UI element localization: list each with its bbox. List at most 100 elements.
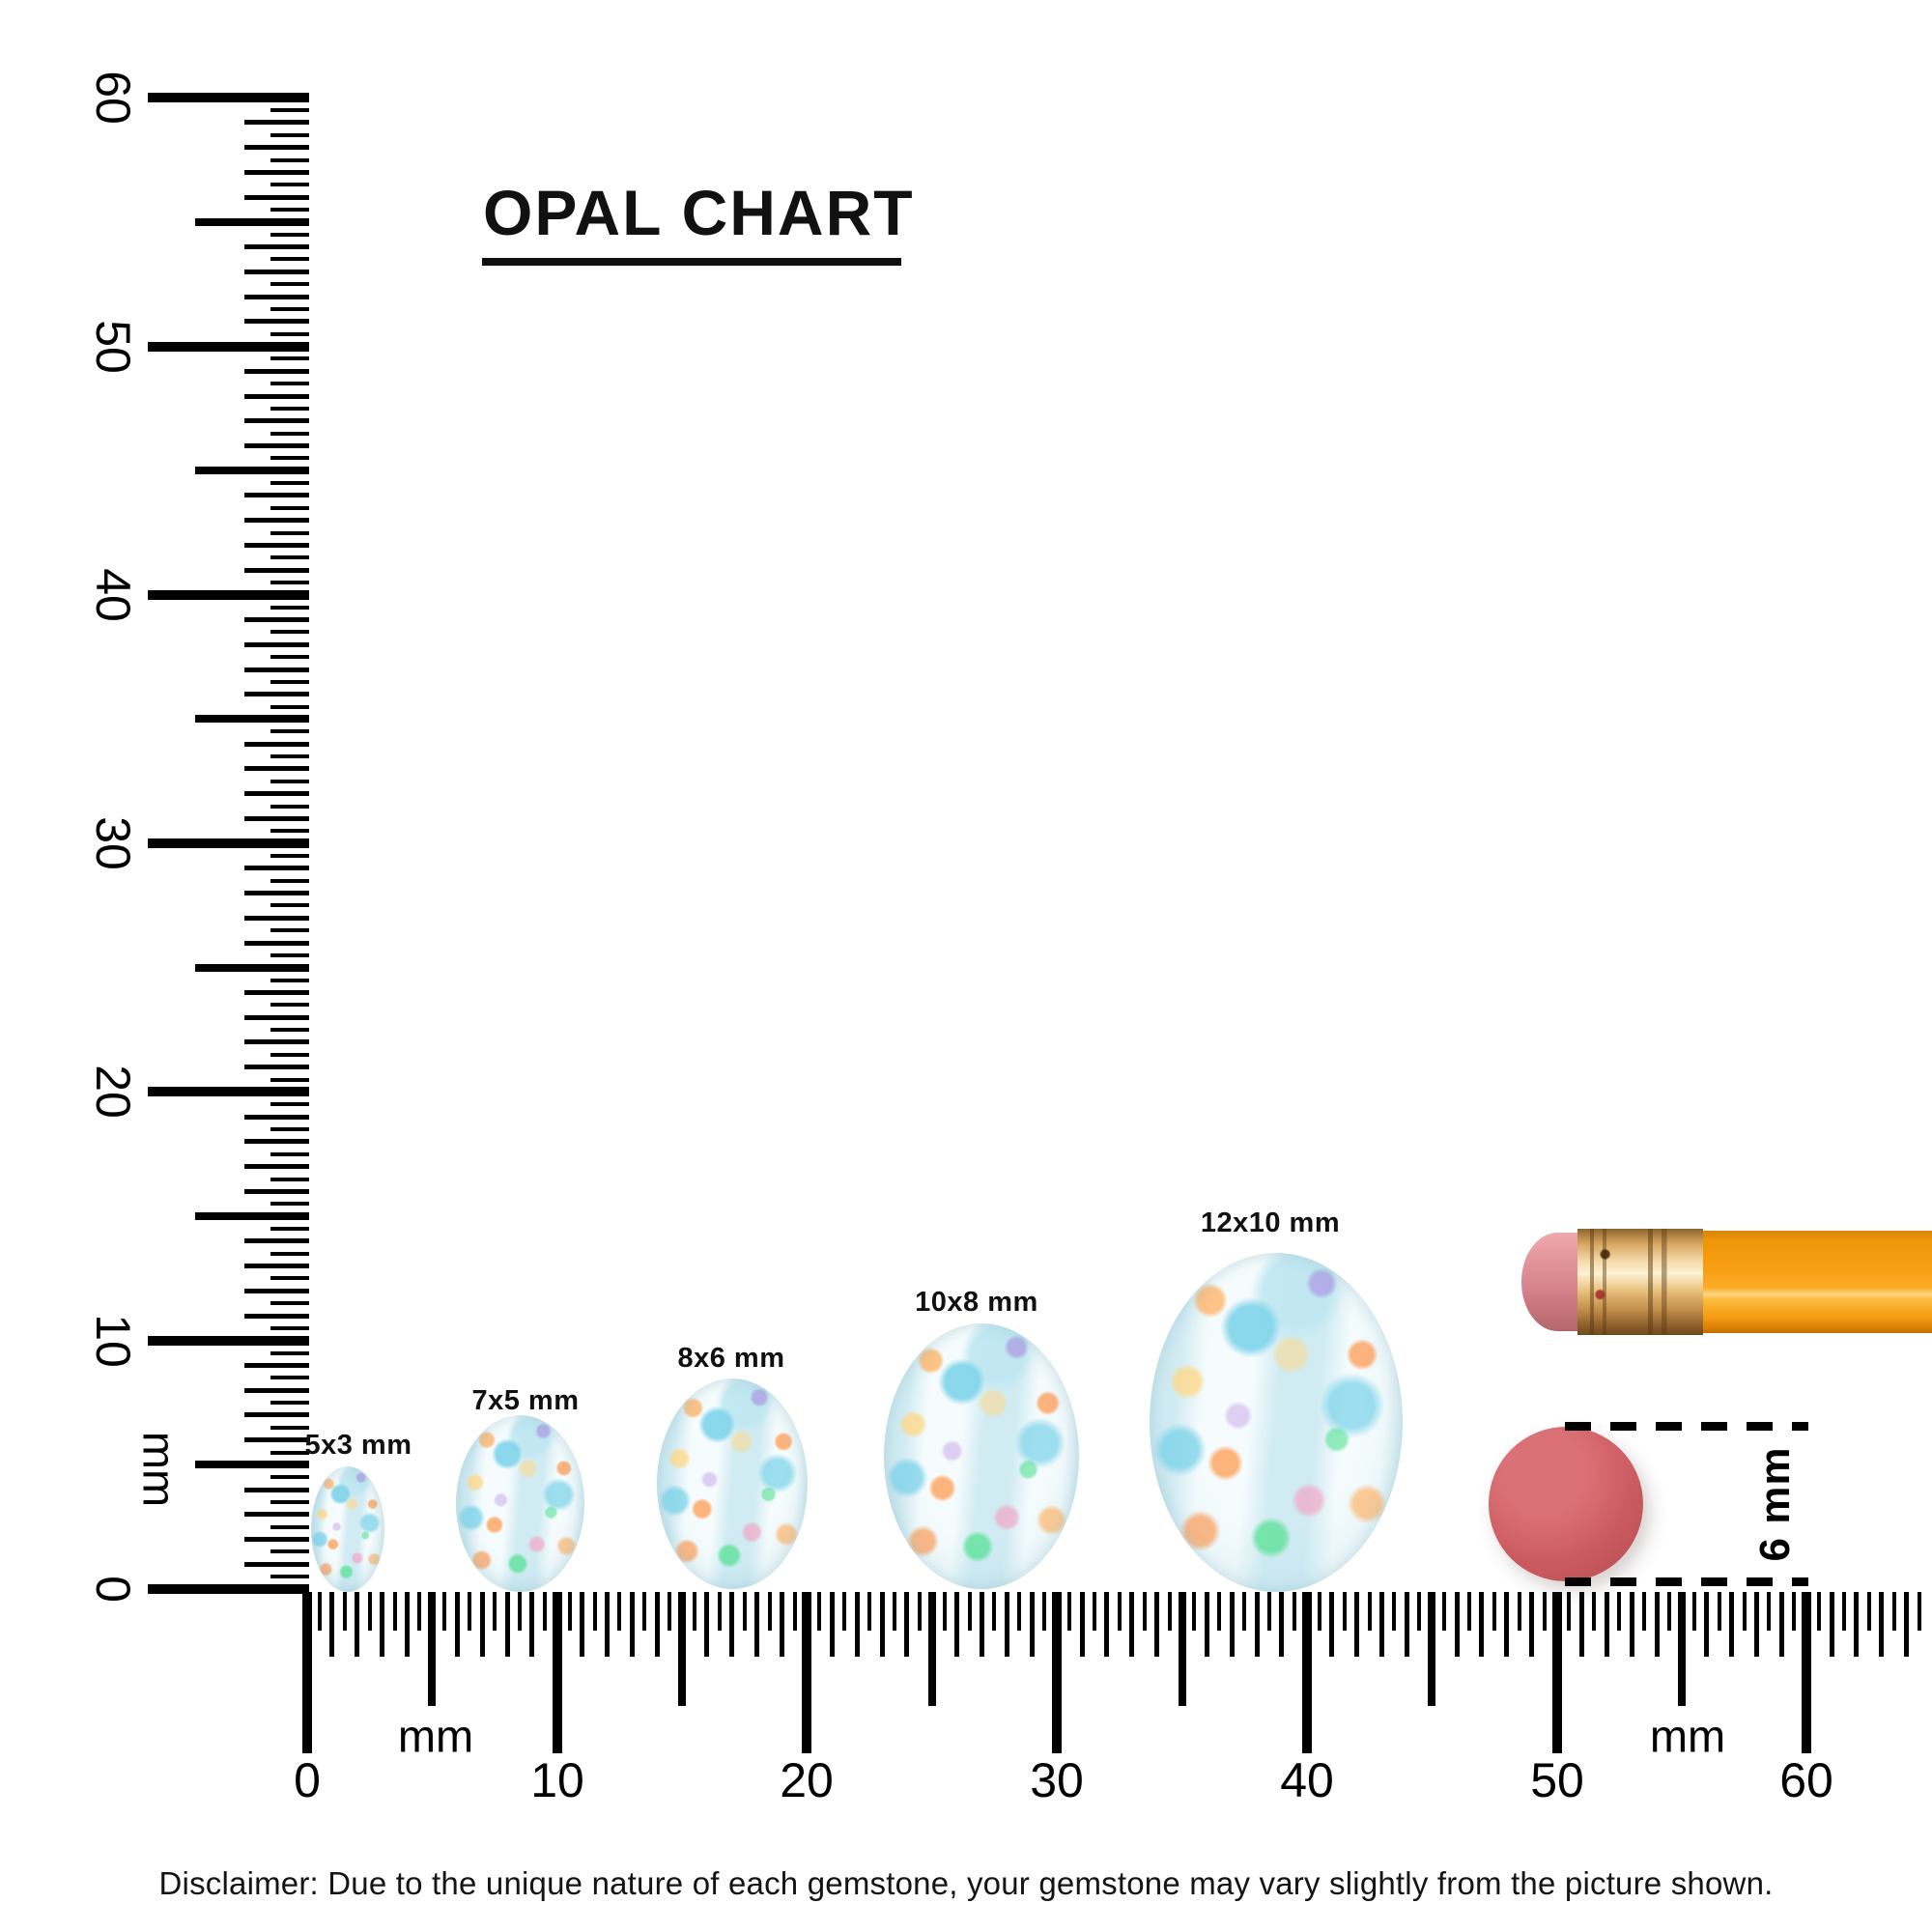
opal-size-label-12x10: 12x10 mm bbox=[1200, 1208, 1341, 1238]
ruler-tick bbox=[1891, 1592, 1896, 1631]
ruler-tick bbox=[1492, 1592, 1496, 1631]
ruler-tick bbox=[442, 1592, 447, 1631]
horizontal-ruler-number: 10 bbox=[530, 1753, 584, 1807]
ruler-tick bbox=[479, 1592, 485, 1657]
ruler-tick bbox=[1604, 1592, 1609, 1657]
ruler-tick bbox=[1802, 1592, 1812, 1753]
ruler-tick bbox=[244, 1164, 309, 1170]
vertical-ruler-number: 0 bbox=[86, 1576, 140, 1603]
ruler-tick bbox=[642, 1592, 647, 1631]
ruler-tick bbox=[244, 1387, 309, 1393]
ruler-tick bbox=[1754, 1592, 1759, 1657]
ruler-tick bbox=[867, 1592, 872, 1631]
ruler-tick bbox=[417, 1592, 422, 1631]
ruler-tick bbox=[817, 1592, 822, 1631]
ruler-tick bbox=[270, 232, 309, 237]
ruler-tick bbox=[270, 1003, 309, 1008]
ruler-tick bbox=[892, 1592, 896, 1631]
ruler-tick bbox=[1642, 1592, 1646, 1631]
ruler-tick bbox=[270, 456, 309, 461]
ruler-tick bbox=[780, 1592, 784, 1657]
ruler-tick bbox=[1567, 1592, 1572, 1631]
ruler-tick bbox=[1854, 1592, 1860, 1657]
ruler-tick bbox=[1592, 1592, 1597, 1631]
ruler-tick bbox=[954, 1592, 960, 1657]
ruler-tick bbox=[244, 815, 309, 821]
dashed-guide-bottom bbox=[1565, 1577, 1808, 1586]
ruler-tick bbox=[1904, 1592, 1910, 1657]
opal-7x5 bbox=[456, 1415, 584, 1592]
ruler-tick bbox=[244, 1065, 309, 1070]
ruler-tick bbox=[270, 903, 309, 908]
ruler-tick bbox=[980, 1592, 984, 1657]
ruler-tick bbox=[1479, 1592, 1485, 1657]
horizontal-ruler-number: 40 bbox=[1280, 1753, 1334, 1807]
ruler-tick bbox=[1529, 1592, 1535, 1657]
dashed-guide-top bbox=[1565, 1422, 1808, 1431]
ruler-tick bbox=[1004, 1592, 1009, 1657]
opal-12x10 bbox=[1150, 1253, 1403, 1592]
ruler-tick bbox=[244, 269, 309, 274]
ruler-tick bbox=[405, 1592, 410, 1657]
horizontal-ruler-unit-label-right: mm bbox=[1649, 1710, 1726, 1762]
ruler-tick bbox=[317, 1592, 322, 1631]
vertical-ruler-number: 20 bbox=[86, 1065, 140, 1119]
ruler-tick bbox=[904, 1592, 910, 1657]
ruler-tick bbox=[270, 306, 309, 311]
ruler-tick bbox=[1792, 1592, 1797, 1631]
ruler-tick bbox=[767, 1592, 772, 1631]
ruler-tick bbox=[244, 244, 309, 250]
ruler-tick bbox=[244, 915, 309, 921]
ruler-tick bbox=[148, 341, 309, 352]
page-title: OPAL CHART bbox=[483, 177, 915, 248]
ruler-tick bbox=[592, 1592, 597, 1631]
disclaimer-text: Disclaimer: Due to the unique nature of … bbox=[158, 1865, 1774, 1901]
ruler-tick bbox=[1454, 1592, 1460, 1657]
ruler-tick bbox=[604, 1592, 610, 1657]
ruler-tick bbox=[270, 679, 309, 684]
vertical-ruler-number: 40 bbox=[86, 568, 140, 622]
ruler-tick bbox=[1717, 1592, 1721, 1631]
ruler-tick bbox=[1677, 1592, 1686, 1706]
ruler-tick bbox=[1204, 1592, 1209, 1657]
ruler-tick bbox=[1267, 1592, 1271, 1631]
ruler-tick bbox=[270, 1276, 309, 1281]
ruler-tick bbox=[244, 1437, 309, 1443]
ruler-tick bbox=[367, 1592, 372, 1631]
ruler-tick bbox=[270, 1226, 309, 1231]
ruler-tick bbox=[1154, 1592, 1160, 1657]
ruler-tick bbox=[742, 1592, 747, 1631]
ruler-tick bbox=[1378, 1592, 1384, 1657]
ruler-tick bbox=[1092, 1592, 1096, 1631]
ruler-tick bbox=[244, 866, 309, 871]
vertical-ruler-number: 50 bbox=[86, 320, 140, 374]
ruler-tick bbox=[1229, 1592, 1235, 1657]
ruler-tick bbox=[270, 157, 309, 162]
ruler-tick bbox=[244, 493, 309, 498]
ruler-tick bbox=[270, 505, 309, 510]
horizontal-ruler-unit-label-left: mm bbox=[397, 1710, 474, 1762]
ruler-tick bbox=[244, 368, 309, 374]
ruler-tick bbox=[148, 589, 309, 600]
opal-5x3 bbox=[311, 1466, 384, 1592]
ruler-tick bbox=[244, 1238, 309, 1244]
ruler-tick bbox=[270, 928, 309, 933]
ruler-tick bbox=[270, 555, 309, 560]
ruler-tick bbox=[1192, 1592, 1197, 1631]
ruler-tick bbox=[842, 1592, 847, 1631]
ruler-tick bbox=[729, 1592, 735, 1657]
ruler-tick bbox=[270, 1325, 309, 1330]
ruler-tick bbox=[1866, 1592, 1871, 1631]
opal-size-label-7x5: 7x5 mm bbox=[471, 1385, 580, 1416]
ruler-tick bbox=[1029, 1592, 1035, 1657]
ruler-tick bbox=[992, 1592, 997, 1631]
ruler-tick bbox=[1079, 1592, 1085, 1657]
ruler-tick bbox=[468, 1592, 472, 1631]
ruler-tick bbox=[148, 1335, 309, 1346]
ruler-tick bbox=[270, 952, 309, 957]
ruler-tick bbox=[617, 1592, 622, 1631]
ruler-tick bbox=[244, 194, 309, 200]
ruler-tick bbox=[270, 1251, 309, 1256]
ruler-tick bbox=[1142, 1592, 1147, 1631]
ruler-tick bbox=[270, 406, 309, 411]
